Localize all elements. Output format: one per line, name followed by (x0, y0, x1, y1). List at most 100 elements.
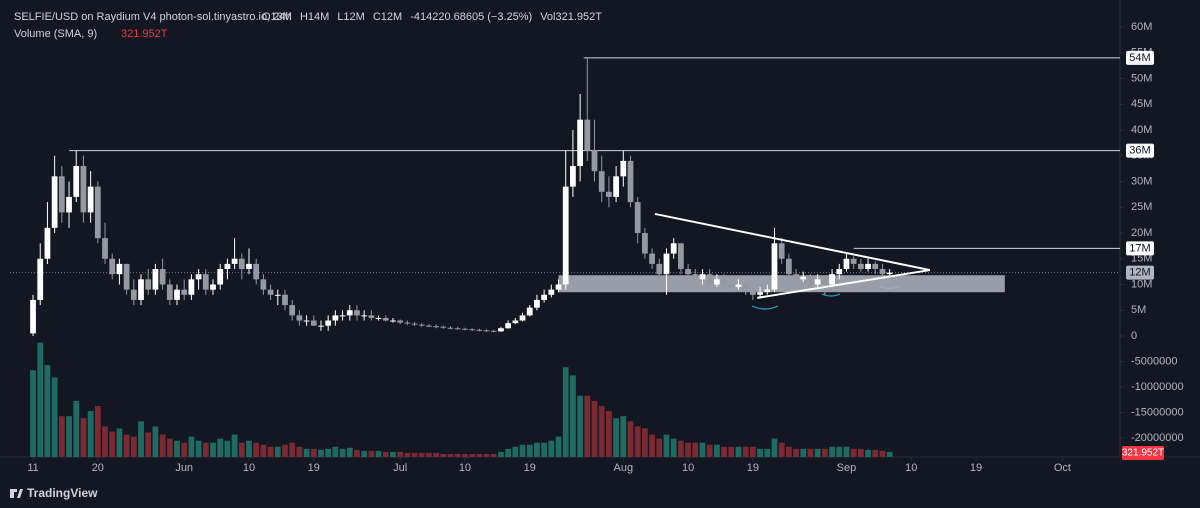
volume-bar (850, 448, 857, 457)
candle-body (397, 320, 404, 323)
volume-bar (66, 416, 72, 457)
candle-body (591, 150, 598, 172)
candle-body (642, 232, 648, 254)
volume-bar (361, 450, 368, 457)
volume-bar (519, 444, 526, 457)
candle-body (814, 279, 821, 285)
price-label: 12M (1129, 267, 1150, 279)
candle-body (267, 289, 274, 295)
candle-body (368, 315, 375, 318)
candle-body (865, 263, 871, 270)
candle-body (526, 307, 533, 316)
candle-body (512, 320, 519, 324)
candle-body (210, 284, 216, 290)
candle-body (857, 263, 864, 270)
volume-bar (253, 442, 260, 457)
volume-bar (656, 438, 663, 457)
candle-body (123, 263, 130, 290)
x-tick-label: Oct (1054, 462, 1071, 474)
volume-bar (886, 451, 893, 457)
volume-bar (512, 446, 519, 457)
candle-body (757, 292, 763, 295)
volume-bar (195, 440, 202, 457)
candle-body (534, 299, 540, 308)
volume-bar (577, 395, 583, 457)
volume-bar (613, 418, 619, 457)
candle-body (663, 253, 670, 275)
x-tick-label: 20 (92, 462, 104, 474)
candle-body (872, 263, 879, 270)
candle-body (793, 274, 799, 280)
candle-body (246, 263, 252, 270)
volume-axis-label: 321.952T (1122, 448, 1164, 459)
candle-body (750, 289, 756, 295)
volume-bar (159, 434, 166, 457)
candle-body (829, 274, 835, 285)
candle-body (469, 329, 476, 331)
x-tick-label: Jul (393, 462, 407, 474)
volume-bar (138, 421, 144, 457)
candle-body (282, 294, 288, 306)
candle-body (800, 276, 807, 280)
y-tick-label: 40M (1131, 124, 1152, 136)
volume-bar (202, 442, 209, 457)
volume-bar (296, 446, 303, 457)
volume-bar (282, 444, 288, 457)
candle-body (570, 166, 576, 187)
candle-body (253, 263, 260, 280)
volume-label-box (1122, 446, 1164, 460)
price-label-box (1126, 50, 1154, 65)
candle-body (634, 202, 641, 233)
ohlc-legend: C12M (373, 11, 402, 23)
volume-bar (642, 428, 648, 457)
logo: TradingView (10, 486, 98, 500)
candle-body (30, 299, 36, 334)
candle-body (116, 263, 123, 275)
candle-body (58, 176, 65, 213)
volume-bar (145, 432, 152, 457)
volume-bar (37, 342, 44, 457)
candle-body (195, 274, 202, 280)
candle-body (656, 263, 663, 275)
candle-body (721, 279, 727, 285)
volume-bar (346, 447, 353, 457)
candle-body (728, 284, 735, 288)
candle-body (296, 315, 303, 321)
candle-body (879, 269, 886, 275)
candle-body (785, 258, 792, 275)
volume-bar (534, 442, 540, 457)
ohlc-legend: -414220.68605 (−3.25%) (410, 11, 532, 23)
y-tick-label: 25M (1131, 201, 1152, 213)
candle-body (821, 279, 828, 285)
candle-body (411, 323, 418, 325)
brand: TradingView (27, 486, 98, 500)
volume-bar (224, 440, 231, 457)
volume-bar (368, 450, 375, 457)
volume-bar (678, 440, 684, 457)
volume-bar (685, 442, 691, 457)
volume-bar (210, 442, 216, 457)
candle-body (706, 274, 713, 285)
candle-body (303, 320, 310, 322)
volume-bar (411, 452, 418, 457)
volume-bar (375, 450, 382, 457)
candle-body (188, 279, 195, 295)
x-tick-label: Aug (614, 462, 634, 474)
candle-body (541, 294, 548, 300)
candle-body (109, 258, 116, 275)
volume-bar (469, 453, 476, 457)
candle-body (699, 274, 706, 280)
candle-body (159, 269, 166, 285)
candle-body (764, 289, 771, 293)
candle-body (51, 176, 58, 228)
x-tick-label: 19 (747, 462, 759, 474)
candle-body (462, 328, 468, 330)
volume-bar (620, 416, 627, 457)
candle-body (382, 317, 389, 321)
volume-bar (771, 438, 778, 457)
candle-body (843, 258, 850, 270)
volume-bar (843, 446, 850, 457)
candle-body (807, 276, 814, 285)
volume-value: 321.952T (121, 28, 168, 40)
